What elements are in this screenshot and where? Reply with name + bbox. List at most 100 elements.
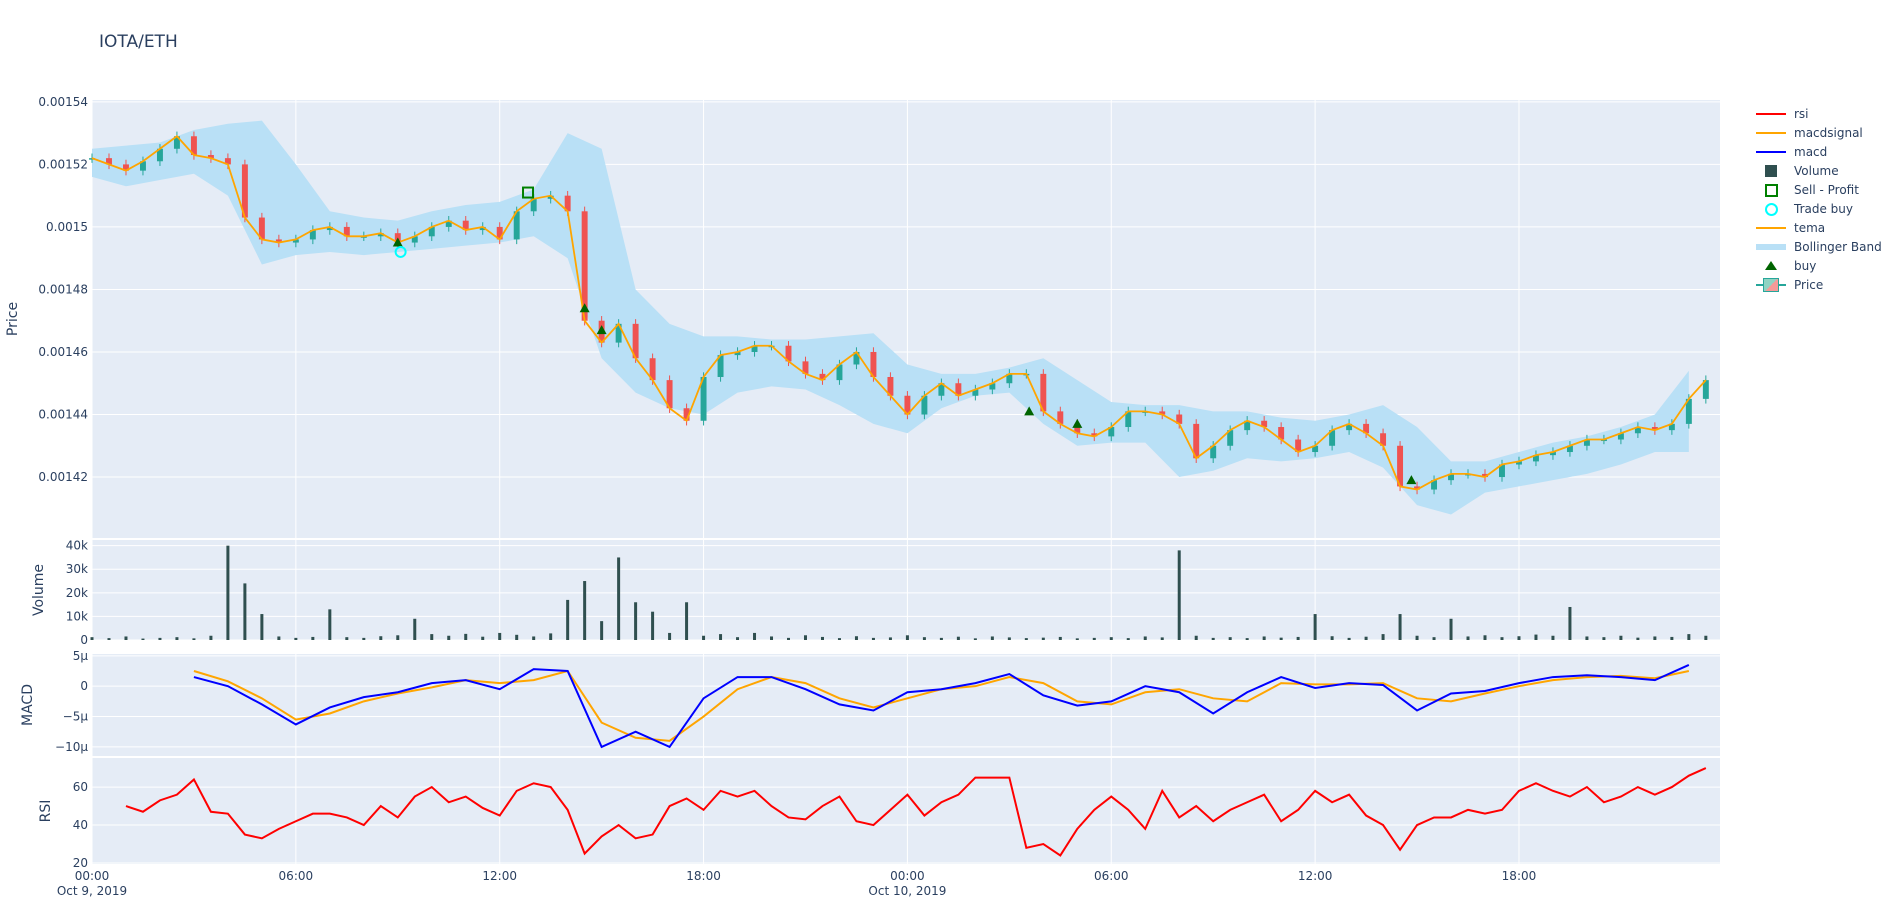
volume-bar [413,618,417,640]
volume-bar [362,637,366,640]
candle-body [1074,423,1081,434]
volume-bar [1483,635,1487,640]
legend-item-macd[interactable]: macd [1756,142,1882,161]
candle-body [496,226,503,240]
candle-legend-icon [1756,277,1786,292]
legend-label: Trade buy [1794,201,1853,216]
volume-bar [192,638,196,640]
volume-bar [956,636,960,640]
volume-bar [600,621,604,640]
volume-bar [854,636,858,640]
candle-body [241,164,248,218]
x-tick-label: 18:00 [686,869,721,883]
candle-body [190,136,197,156]
legend-label: rsi [1794,106,1809,121]
candle-body [1193,423,1200,459]
candle-body [1685,398,1692,424]
rsi-axis-title: RSI [38,800,54,823]
volume-bar [1245,638,1249,640]
open-circle-legend-icon [1756,202,1786,216]
volume-bar [939,637,943,640]
volume-bar [685,602,689,640]
legend-label: Volume [1794,163,1839,178]
volume-bar [1313,614,1317,640]
x-tick-label: 18:00 [1502,869,1537,883]
volume-bar [141,638,145,640]
candle-body [411,236,418,243]
candle-body [615,323,622,343]
candle-body [1549,452,1556,456]
candle-body [904,395,911,415]
candle-body [1516,461,1522,465]
candle-body [700,376,707,421]
candle-body [1244,420,1251,431]
volume-axis-title: Volume [31,564,47,616]
volume-bar [1143,636,1147,640]
legend-item-sell-profit[interactable]: Sell - Profit [1756,180,1882,199]
candle-body [1380,433,1387,446]
volume-bar [973,638,977,640]
volume-bar [1653,636,1657,640]
volume-bar [787,637,791,640]
candle-body [1566,445,1573,453]
price-y-tick-label: 0.00154 [38,95,88,109]
candle-body [309,230,316,240]
volume-bar [922,637,926,640]
buy-marker [596,325,607,335]
volume-bar [345,637,349,640]
candle-body [1108,427,1115,437]
volume-bar [1636,637,1640,640]
bollinger-band [92,120,1689,515]
candle-body [479,226,486,231]
volume-bar [311,636,315,640]
legend-item-trade-buy[interactable]: Trade buy [1756,199,1882,218]
candle-body [1702,380,1709,399]
buy-marker [392,237,403,247]
candle-body [1278,427,1285,440]
trade-buy-marker [394,245,407,258]
volume-bar [753,632,757,640]
candle-body [921,395,928,415]
rsi-line [125,767,1707,857]
candle-body [1668,423,1675,431]
candle-body [530,198,537,212]
legend-item-bollinger-band[interactable]: Bollinger Band [1756,237,1882,256]
candle-body [1040,373,1047,412]
candle-body [1346,423,1353,431]
volume-bar [1449,618,1453,640]
volume-bar [481,636,485,640]
volume-bar [430,634,434,640]
legend-item-price[interactable]: Price [1756,275,1882,294]
volume-bar [1279,637,1283,640]
volume-bar [532,636,536,640]
volume-bar [1551,635,1555,640]
candle-body [547,195,554,199]
legend-item-macdsignal[interactable]: macdsignal [1756,123,1882,142]
triangle-legend-icon [1756,259,1786,273]
volume-bar [243,583,247,640]
candle-body [1482,473,1488,478]
volume-bar [1041,637,1045,640]
legend-item-rsi[interactable]: rsi [1756,104,1882,123]
volume-bar [447,635,451,640]
volume-bar [1126,638,1130,640]
candle-body [1210,445,1217,459]
x-tick-label: 12:00 [1298,869,1333,883]
candle-body [564,195,571,212]
candle-body [1261,420,1268,428]
volume-bar [396,635,400,640]
legend-item-volume[interactable]: Volume [1756,161,1882,180]
volume-bar [871,637,875,640]
volume-bar [1211,637,1215,640]
volume-bar [1568,606,1572,640]
candle-body [106,158,112,165]
candle-body [123,164,129,171]
volume-bar [1296,636,1300,640]
macd-y-tick-label: 5µ [73,649,89,663]
candle-body [853,351,860,365]
legend[interactable]: rsi macdsignal macd Volume Sell - Profit Trad… [1756,104,1882,294]
legend-item-tema[interactable]: tema [1756,218,1882,237]
legend-item-buy[interactable]: buy [1756,256,1882,275]
